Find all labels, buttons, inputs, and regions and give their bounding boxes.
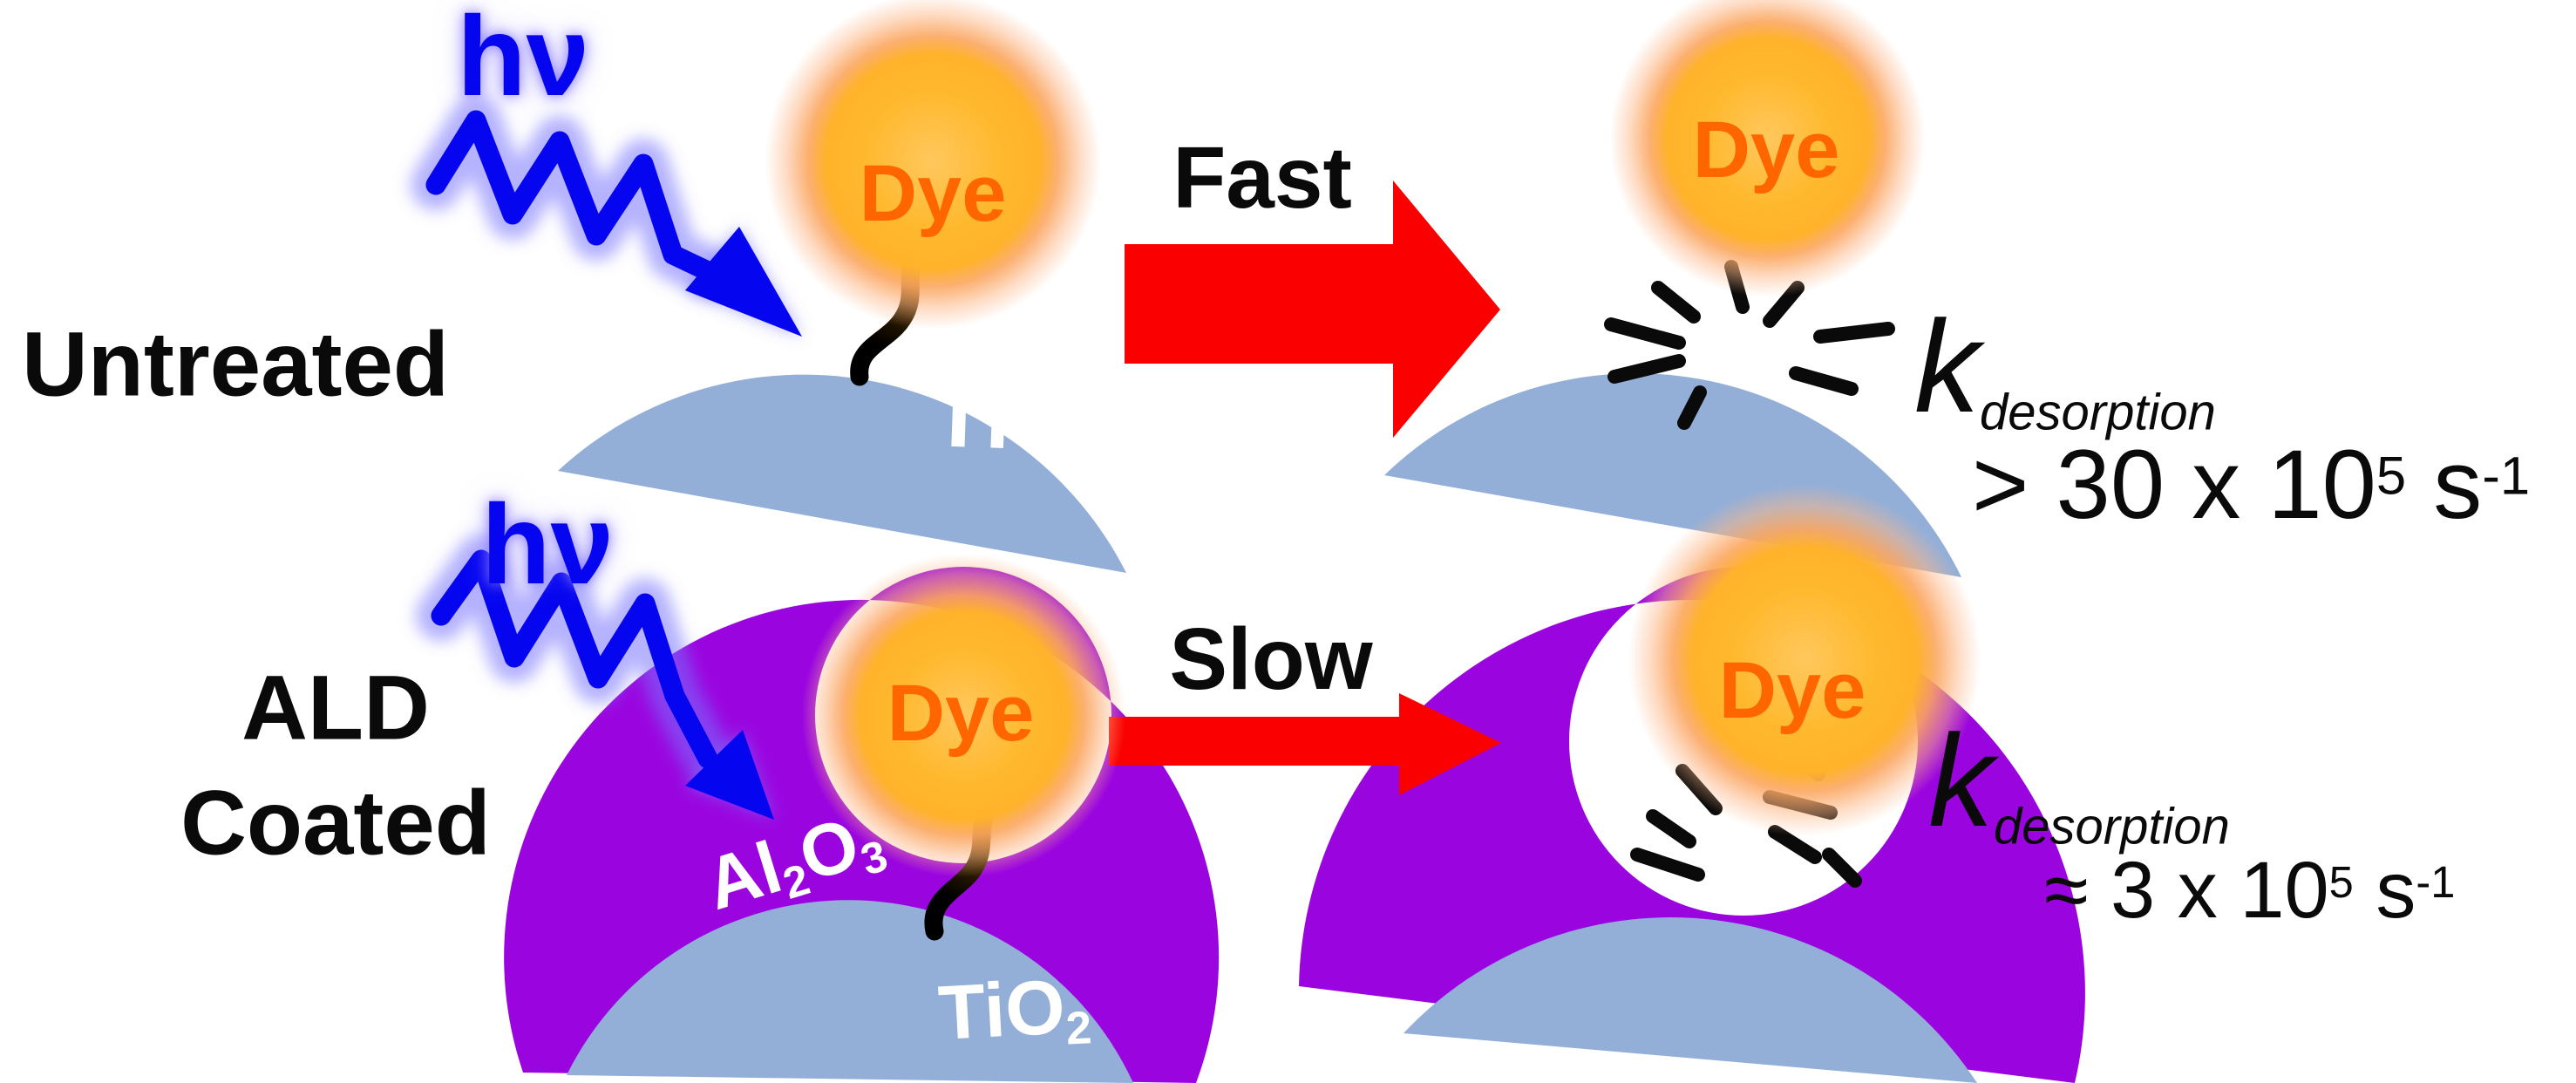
photon-label-untreated: hν	[457, 0, 589, 119]
row-label-ald-line2: Coated	[180, 772, 491, 875]
rate-unit: s	[2353, 846, 2416, 935]
substrate-subscript: 2	[1064, 1002, 1093, 1055]
row-label-untreated: Untreated	[21, 313, 450, 416]
substrate-label-coated: TiO2	[936, 963, 1093, 1059]
dye-label-untreated-before: Dye	[859, 149, 1007, 238]
dye-label-untreated-after: Dye	[1692, 106, 1840, 194]
rate-constant-coated: kdesorption	[1928, 715, 2230, 852]
dye-label-coated-before: Dye	[887, 669, 1035, 758]
fast-reaction-arrow-icon	[1125, 180, 1500, 438]
dye-label-coated-after: Dye	[1718, 646, 1866, 735]
rate-subscript: desorption	[1994, 798, 2230, 855]
substrate-formula: TiO	[936, 963, 1068, 1057]
rate-subscript: desorption	[1980, 384, 2216, 441]
speed-label-slow: Slow	[1169, 610, 1373, 708]
rate-symbol: k	[1914, 293, 1980, 439]
dye-ball-coated-before	[792, 543, 1136, 888]
photon-label-coated: hν	[481, 480, 614, 608]
substrate-formula: TiO	[929, 364, 1084, 472]
substrate-label-untreated: TiO2	[929, 364, 1114, 478]
photon-arrowhead-icon	[685, 227, 802, 337]
photon-arrowhead-icon	[685, 730, 774, 820]
rate-unit-exponent: -1	[2416, 857, 2456, 908]
al2o3-shell-coated-after	[1299, 567, 2085, 1083]
rate-symbol: k	[1928, 707, 1994, 854]
rate-value-coated: ≈ 3 x 105 s-1	[2044, 850, 2455, 930]
photon-arrow-coated	[416, 535, 774, 820]
rate-unit-exponent: -1	[2482, 446, 2531, 507]
dye-ball-untreated-after	[1600, 0, 1935, 307]
rate-exponent: 5	[2328, 857, 2354, 908]
rate-value-text: ≈ 3 x 10	[2044, 846, 2329, 935]
photon-wave-icon	[425, 110, 720, 283]
rate-exponent: 5	[2375, 446, 2407, 507]
substrate-subscript: 2	[1079, 415, 1113, 478]
tio2-particle-coated-after	[1404, 917, 1977, 1083]
row-label-ald-line1: ALD	[241, 657, 430, 759]
speed-label-fast: Fast	[1172, 129, 1352, 227]
rate-value-text: > 30 x 10	[1972, 430, 2376, 539]
photon-wave-icon	[431, 549, 718, 769]
tio2-particle-untreated-before	[558, 374, 1126, 573]
tio2-particle-coated-before	[567, 900, 1133, 1083]
photon-arrow-untreated	[411, 95, 802, 337]
rate-value-untreated: > 30 x 105 s-1	[1972, 436, 2530, 534]
dye-ball-coated-after	[1617, 473, 1992, 848]
dye-ball-untreated-before	[754, 0, 1111, 340]
rate-unit: s	[2406, 430, 2483, 539]
rate-constant-untreated: kdesorption	[1914, 301, 2216, 438]
slow-reaction-arrow-icon	[1109, 693, 1501, 795]
